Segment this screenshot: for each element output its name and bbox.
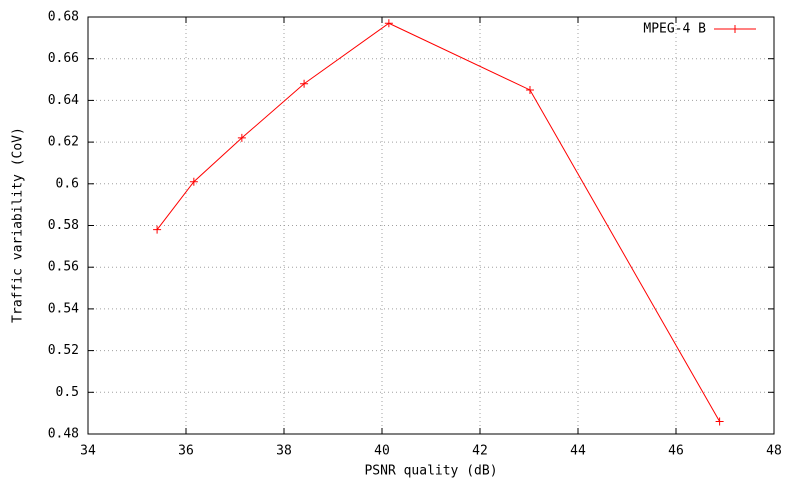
y-tick-label: 0.52 xyxy=(48,343,79,358)
y-axis-label: Traffic variability (CoV) xyxy=(11,127,26,323)
y-tick-label: 0.48 xyxy=(48,427,79,442)
point xyxy=(715,417,724,426)
point xyxy=(384,19,393,28)
x-tick-label: 34 xyxy=(80,444,96,459)
point xyxy=(300,79,309,88)
point xyxy=(189,177,198,186)
y-tick-label: 0.62 xyxy=(48,135,79,150)
point xyxy=(153,225,162,234)
y-tick-label: 0.58 xyxy=(48,218,79,233)
line xyxy=(156,22,721,422)
x-tick-label: 46 xyxy=(668,444,684,459)
x-tick-label: 44 xyxy=(570,444,586,459)
y-tick-label: 0.68 xyxy=(48,10,79,25)
y-tick-label: 0.6 xyxy=(56,176,79,191)
legend-marker xyxy=(731,25,739,33)
x-axis-label: PSNR quality (dB) xyxy=(364,464,497,479)
y-tick-label: 0.66 xyxy=(48,51,79,66)
y-tick-label: 0.56 xyxy=(48,260,79,275)
plot-border xyxy=(87,16,775,435)
point xyxy=(525,85,534,94)
x-tick-label: 38 xyxy=(276,444,292,459)
y-tick-label: 0.64 xyxy=(48,93,79,108)
point xyxy=(237,133,246,142)
x-tick-label: 36 xyxy=(178,444,194,459)
x-tick-label: 48 xyxy=(766,444,782,459)
y-tick-label: 0.5 xyxy=(56,385,79,400)
y-tick-label: 0.54 xyxy=(48,301,79,316)
x-tick-label: 42 xyxy=(472,444,488,459)
x-tick-label: 40 xyxy=(374,444,390,459)
legend-label: MPEG-4 B xyxy=(643,22,706,37)
